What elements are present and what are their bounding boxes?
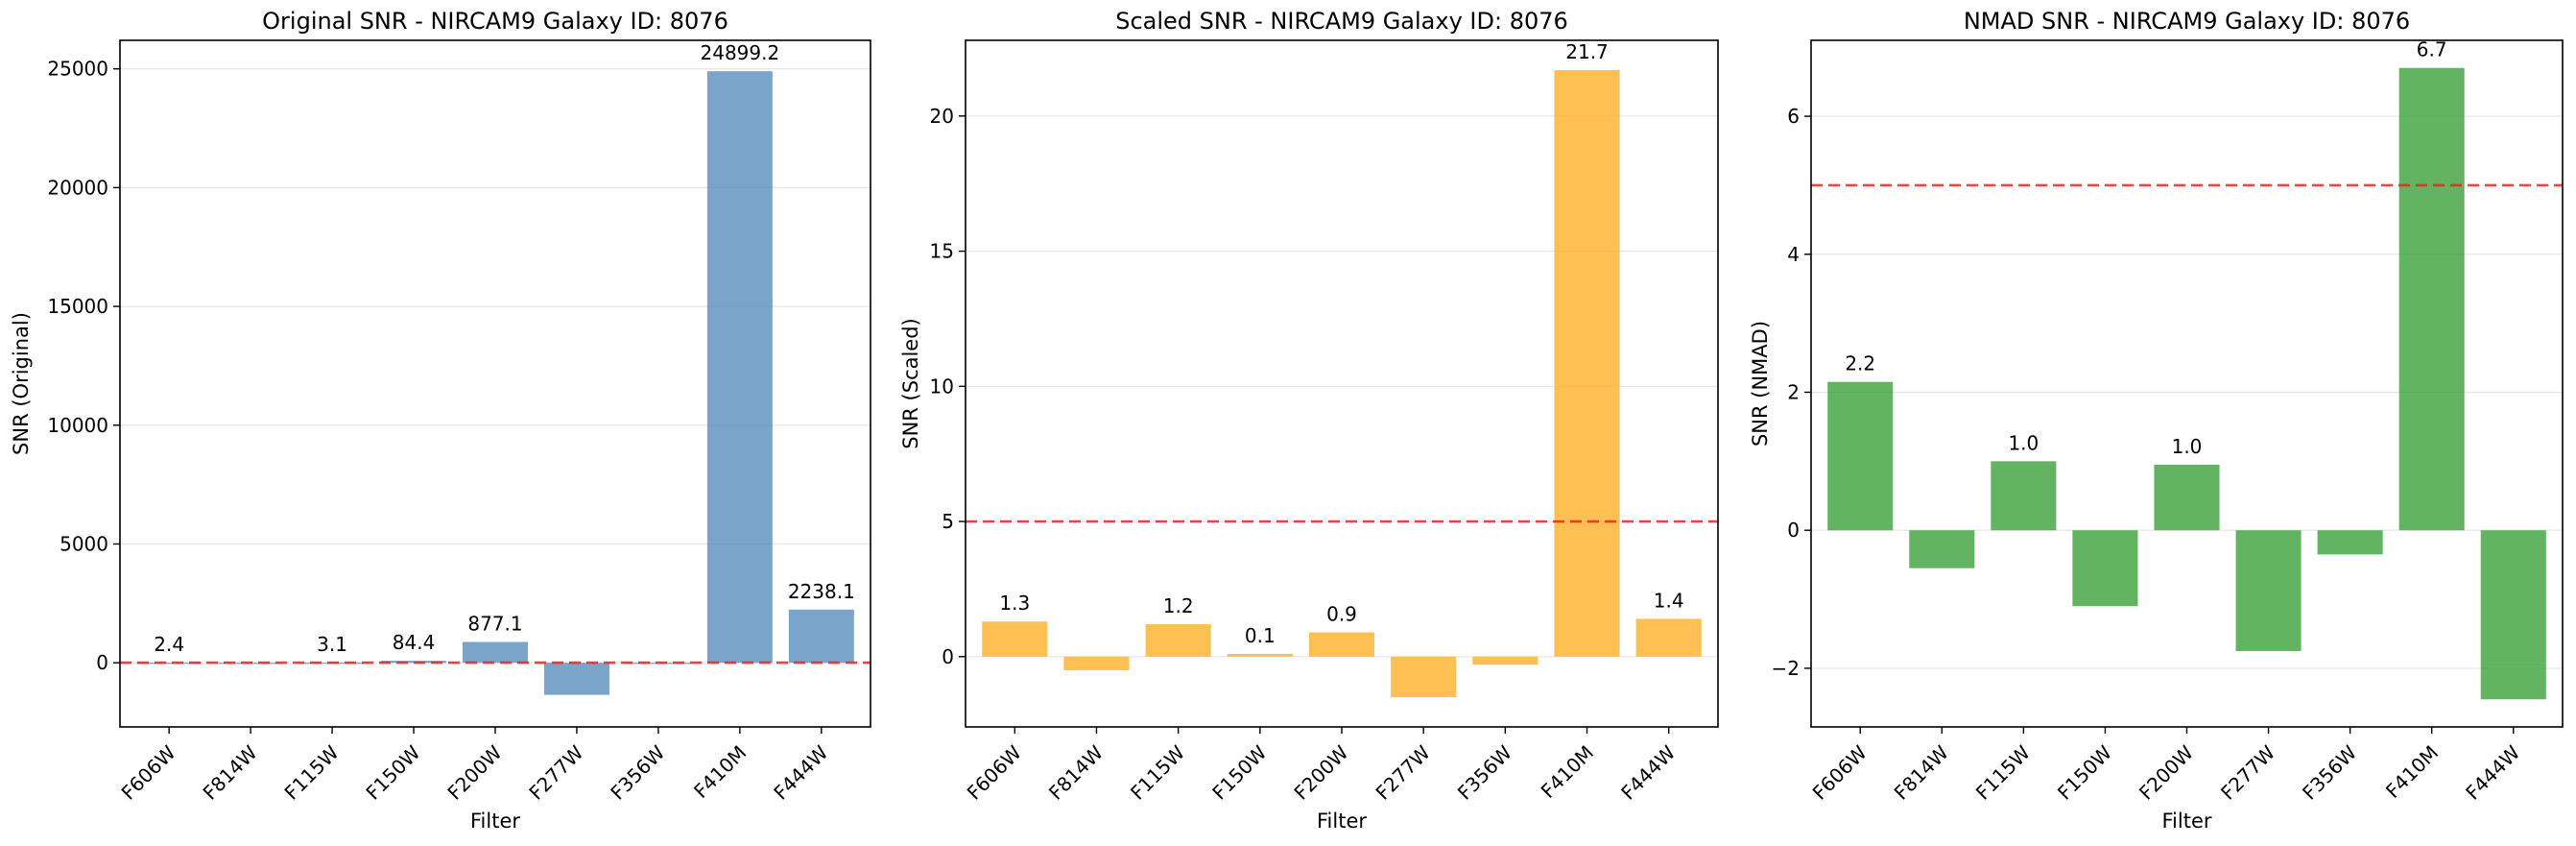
bar-f277w — [543, 663, 609, 695]
x-tick-label: F410M — [2381, 741, 2443, 803]
chart-title: Original SNR - NIRCAM9 Galaxy ID: 8076 — [262, 8, 728, 35]
x-tick-label: F410M — [1537, 741, 1598, 803]
x-tick-label: F814W — [1044, 740, 1108, 804]
y-tick-label: 25000 — [47, 58, 108, 81]
bar-f150w — [1227, 653, 1293, 657]
chart-title: Scaled SNR - NIRCAM9 Galaxy ID: 8076 — [1115, 8, 1568, 35]
x-tick-label: F356W — [1453, 740, 1516, 804]
x-tick-label: F410M — [689, 741, 751, 803]
bar-f356w — [1472, 656, 1538, 665]
y-tick-label: 15000 — [47, 295, 108, 318]
bar-f277w — [2235, 530, 2302, 651]
bar-f200w — [2154, 464, 2220, 531]
chart-panel-1: 2.4 3.1 84.4 877.1 24899.2 2238.1 0 5000 10000 15… — [10, 8, 871, 833]
x-tick-label: F115W — [280, 740, 344, 804]
y-tick-label: 5000 — [60, 532, 108, 555]
bar-f814w — [1063, 656, 1130, 670]
bar-f444w — [1635, 618, 1702, 657]
bar-f410m — [2398, 67, 2465, 531]
chart-panel-3: 2.2 1.0 1.0 6.7 −2 0 2 4 6 F606W F814W F115W F150W F2… — [1749, 8, 2564, 833]
bar-f356w — [2317, 530, 2383, 555]
y-tick-label: −2 — [1772, 657, 1800, 680]
x-tick-label: F356W — [606, 740, 669, 804]
x-axis-label: Filter — [470, 810, 520, 833]
x-axis-label: Filter — [1317, 810, 1367, 833]
y-axis-label: SNR (NMAD) — [1749, 321, 1772, 447]
x-tick-label: F356W — [2298, 740, 2361, 804]
y-tick-label: 4 — [1787, 243, 1800, 266]
data-label: 1.4 — [1654, 589, 1684, 612]
data-label: 2.2 — [1845, 352, 1875, 375]
y-axis-label: SNR (Original) — [10, 312, 33, 455]
x-tick-label: F150W — [2053, 740, 2116, 804]
x-tick-label: F115W — [1971, 740, 2035, 804]
x-tick-label: F444W — [769, 740, 832, 804]
y-tick-label: 15 — [930, 240, 954, 263]
data-label: 2.4 — [154, 633, 184, 656]
bar-f115w — [1991, 461, 2057, 531]
x-tick-label: F115W — [1126, 740, 1189, 804]
data-label: 84.4 — [393, 631, 436, 654]
data-label: 1.0 — [2008, 431, 2039, 454]
bar-f606w — [136, 663, 203, 665]
data-label: 6.7 — [2417, 38, 2447, 61]
x-tick-label: F606W — [117, 740, 180, 804]
bar-f277w — [1391, 656, 1457, 698]
x-tick-label: F150W — [1207, 740, 1271, 804]
y-tick-label: 20000 — [47, 176, 108, 199]
x-tick-label: F444W — [2461, 740, 2524, 804]
data-label: 24899.2 — [701, 41, 780, 64]
bar-f814w — [1909, 530, 1975, 568]
data-label: 1.0 — [2172, 435, 2203, 458]
data-label: 21.7 — [1565, 40, 1609, 63]
y-tick-label: 20 — [930, 105, 954, 128]
data-label: 2238.1 — [788, 580, 855, 603]
data-label: 0.9 — [1326, 602, 1357, 625]
data-label: 1.3 — [999, 592, 1030, 615]
bar-f200w — [463, 641, 528, 664]
y-tick-label: 5 — [942, 510, 954, 533]
x-tick-label: F200W — [1289, 740, 1352, 804]
x-tick-label: F606W — [1808, 740, 1872, 804]
bar-f200w — [1308, 632, 1375, 657]
x-tick-label: F444W — [1616, 740, 1680, 804]
x-tick-label: F200W — [2135, 740, 2198, 804]
y-axis-label: SNR (Scaled) — [899, 318, 922, 449]
y-tick-label: 10 — [930, 375, 954, 398]
x-tick-label: F200W — [442, 740, 506, 804]
y-tick-label: 10000 — [47, 414, 108, 437]
x-tick-label: F277W — [1371, 740, 1435, 804]
data-label: 1.2 — [1163, 594, 1194, 617]
y-tick-label: 0 — [96, 651, 108, 674]
x-tick-label: F606W — [963, 740, 1026, 804]
bar-f410m — [706, 71, 773, 664]
bar-f444w — [2480, 530, 2546, 700]
bar-f606w — [982, 621, 1048, 657]
bar-f444w — [788, 609, 854, 664]
y-tick-label: 0 — [1787, 519, 1800, 542]
data-label: 3.1 — [317, 633, 347, 656]
x-tick-label: F150W — [361, 740, 424, 804]
data-label: 0.1 — [1245, 624, 1276, 647]
data-label: 877.1 — [467, 613, 522, 636]
y-tick-label: 0 — [942, 645, 954, 668]
x-axis-label: Filter — [2161, 810, 2211, 833]
y-tick-label: 6 — [1787, 105, 1800, 128]
bar-f410m — [1554, 69, 1620, 657]
bar-f150w — [2072, 530, 2138, 607]
chart-panel-2: 1.3 1.2 0.1 0.9 21.7 1.4 0 5 10 15 20 F606W F814W F11… — [899, 8, 1719, 833]
x-tick-label: F814W — [1890, 740, 1953, 804]
bar-f606w — [1827, 381, 1894, 531]
bar-f115w — [1145, 624, 1211, 657]
x-tick-label: F277W — [2216, 740, 2279, 804]
x-tick-label: F814W — [199, 740, 262, 804]
y-tick-label: 2 — [1787, 380, 1800, 403]
chart-title: NMAD SNR - NIRCAM9 Galaxy ID: 8076 — [1964, 8, 2410, 35]
x-tick-label: F277W — [524, 740, 587, 804]
